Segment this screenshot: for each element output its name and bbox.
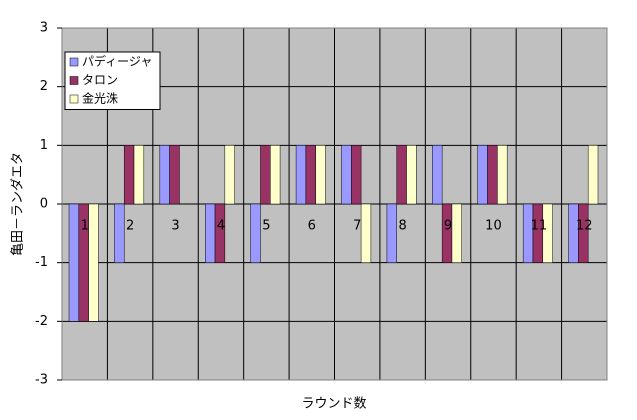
bar: [432, 145, 443, 205]
x-tick-label: 2: [126, 219, 134, 234]
legend-box: [64, 51, 161, 110]
bar: [497, 145, 508, 205]
y-tick-label: -1: [35, 255, 48, 270]
bar: [133, 145, 145, 205]
bar: [214, 203, 226, 263]
bar: [305, 145, 316, 205]
y-tick-label: -3: [35, 373, 48, 388]
bar: [341, 145, 352, 205]
x-tick-label: 4: [217, 219, 225, 234]
bar: [360, 203, 372, 263]
x-tick-label: 3: [171, 219, 179, 234]
y-tick-label: 0: [40, 197, 48, 212]
bar: [406, 145, 417, 205]
x-tick-label: 7: [353, 219, 361, 234]
bar: [578, 203, 589, 263]
bar: [114, 203, 125, 263]
bar: [260, 145, 271, 205]
legend-swatch: [69, 94, 79, 104]
bar: [542, 203, 553, 263]
x-tick-label: 10: [485, 219, 502, 234]
bar: [477, 145, 488, 205]
y-tick-label: 3: [40, 21, 48, 36]
x-tick-label: 6: [308, 219, 316, 234]
x-tick-label: 5: [262, 219, 270, 234]
y-tick-label: 1: [40, 138, 48, 153]
legend-label: パディージャ: [82, 54, 152, 69]
bar: [169, 145, 180, 205]
legend-swatch: [69, 76, 79, 85]
bar: [88, 203, 99, 322]
bar: [123, 145, 135, 205]
bar: [250, 203, 261, 263]
bar: [205, 203, 216, 263]
bar: [159, 145, 170, 205]
bars: [68, 145, 599, 322]
bar: [396, 145, 407, 205]
bar: [315, 145, 326, 205]
y-axis-label: 亀田－ランダエタ: [11, 152, 26, 256]
bar: [386, 203, 397, 263]
x-tick-label: 9: [444, 219, 452, 234]
bar: [295, 145, 307, 205]
bar: [351, 145, 362, 205]
y-tick-label: -2: [35, 314, 48, 329]
x-axis-label: ラウンド数: [301, 397, 366, 412]
bar: [487, 145, 498, 205]
x-tick-label: 11: [531, 219, 548, 234]
bar: [224, 145, 235, 205]
x-tick-label: 1: [81, 219, 89, 234]
x-tick-label: 8: [398, 219, 406, 234]
bar: [68, 203, 80, 322]
x-tick-label: 12: [576, 219, 593, 234]
legend-swatch: [69, 57, 79, 67]
bar: [587, 145, 599, 205]
bar: [451, 203, 462, 263]
y-tick-label: 2: [40, 79, 48, 94]
legend-label: タロン: [82, 73, 118, 87]
bar: [270, 145, 281, 205]
legend-label: 金光洙: [82, 91, 118, 106]
